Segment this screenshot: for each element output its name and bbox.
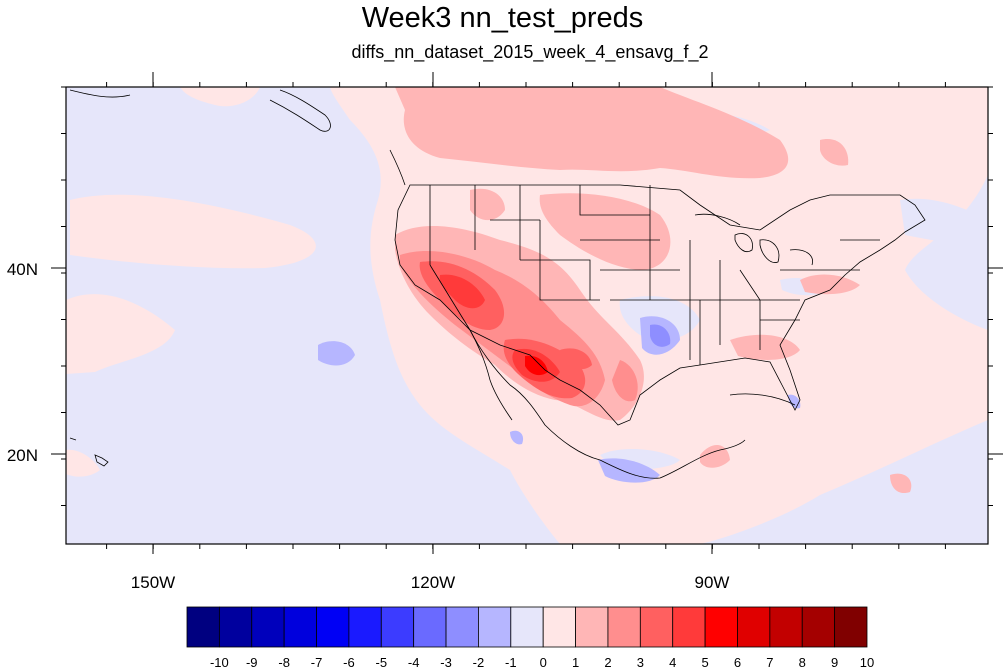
lat-label-20n: 20N (7, 446, 38, 465)
lon-label-90w: 90W (695, 573, 730, 592)
colorbar-swatch (801, 606, 836, 648)
colorbar-swatch (283, 606, 317, 648)
colorbar-label: -6 (343, 655, 355, 670)
map-frame (65, 86, 989, 545)
colorbar-swatch (704, 606, 738, 648)
lat-label-40n: 40N (7, 260, 38, 279)
map-subtitle: diffs_nn_dataset_2015_week_4_ensavg_f_2 (351, 42, 709, 62)
map-title: Week3 nn_test_preds (361, 2, 644, 34)
colorbar-swatch (607, 606, 641, 648)
colorbar-swatch (542, 606, 576, 648)
colorbar-label: 4 (669, 655, 676, 670)
colorbar-swatch (769, 606, 803, 648)
colorbar-swatch (575, 606, 609, 648)
colorbar-label: -9 (246, 655, 258, 670)
anomaly-field-minus3-minus2 (650, 324, 671, 347)
colorbar-label: 5 (701, 655, 708, 670)
coastlines-and-borders (69, 89, 926, 479)
map-plot-area (66, 87, 988, 544)
lon-label-150w: 150W (131, 573, 175, 592)
colorbar-label: -7 (311, 655, 323, 670)
anomaly-field-5-6 (525, 355, 548, 376)
colorbar-label: -5 (376, 655, 388, 670)
colorbar-swatch (478, 606, 512, 648)
colorbar-swatch (380, 606, 415, 648)
colorbar-label: 3 (637, 655, 644, 670)
colorbar: -10 -9 -8 -7 -6 -5 -4 -3 -2 -1 0 1 2 3 4 5 6 7 8 9 10 (186, 606, 874, 670)
colorbar-swatch (834, 606, 868, 648)
colorbar-swatch (186, 606, 220, 648)
colorbar-swatch (251, 606, 285, 648)
colorbar-swatch (316, 606, 350, 648)
colorbar-label: 2 (604, 655, 611, 670)
colorbar-label: 0 (540, 655, 547, 670)
colorbar-label: 9 (831, 655, 838, 670)
colorbar-label: -8 (278, 655, 290, 670)
colorbar-swatch (639, 606, 674, 648)
colorbar-swatch (672, 606, 706, 648)
colorbar-swatch (510, 606, 544, 648)
colorbar-label: 10 (860, 655, 874, 670)
colorbar-swatch (413, 606, 447, 648)
colorbar-label: 7 (766, 655, 773, 670)
colorbar-swatch (218, 606, 253, 648)
colorbar-label: 6 (734, 655, 741, 670)
colorbar-label: -2 (473, 655, 485, 670)
colorbar-label: -3 (440, 655, 452, 670)
colorbar-label: -4 (408, 655, 420, 670)
axis-ticks (51, 72, 1003, 554)
colorbar-swatch (737, 606, 771, 648)
colorbar-swatch (445, 606, 479, 648)
lon-label-120w: 120W (411, 573, 455, 592)
colorbar-label: 1 (572, 655, 579, 670)
colorbar-label: -10 (210, 655, 229, 670)
colorbar-label: 8 (799, 655, 806, 670)
colorbar-swatch (348, 606, 382, 648)
colorbar-label: -1 (505, 655, 517, 670)
